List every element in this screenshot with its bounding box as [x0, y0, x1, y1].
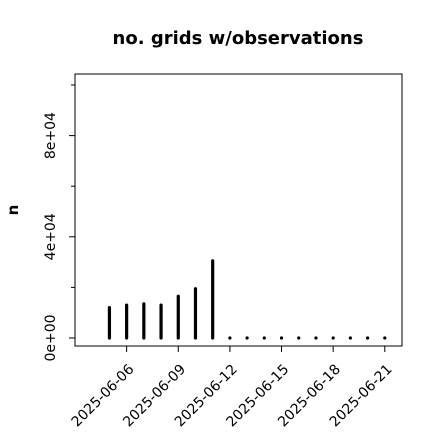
y-tick-label-80000: 8e+04 [43, 112, 59, 159]
bar-2025-06-18 [331, 336, 335, 340]
plot-frame [74, 73, 403, 347]
y-ticks-group: 0e+00 4e+04 8e+04 [43, 84, 75, 362]
bar-2025-06-17 [314, 336, 318, 340]
y-tick-label-0: 0e+00 [43, 314, 59, 361]
chart-title: no. grids w/observations [113, 28, 364, 49]
bar-2025-06-19 [348, 336, 352, 340]
y-axis-label: n [4, 205, 22, 216]
bar-2025-06-21 [383, 336, 387, 340]
x-ticks-group: 2025-06-062025-06-092025-06-122025-06-15… [69, 346, 396, 430]
bar-2025-06-16 [297, 336, 301, 340]
y-tick-label-40000: 4e+04 [43, 213, 59, 260]
bar-2025-06-13 [245, 336, 249, 340]
bars-group [107, 259, 387, 340]
bar-2025-06-12 [228, 336, 232, 340]
bar-2025-06-20 [365, 336, 370, 340]
bar-2025-06-15 [279, 336, 284, 340]
bar-2025-06-14 [262, 336, 266, 340]
